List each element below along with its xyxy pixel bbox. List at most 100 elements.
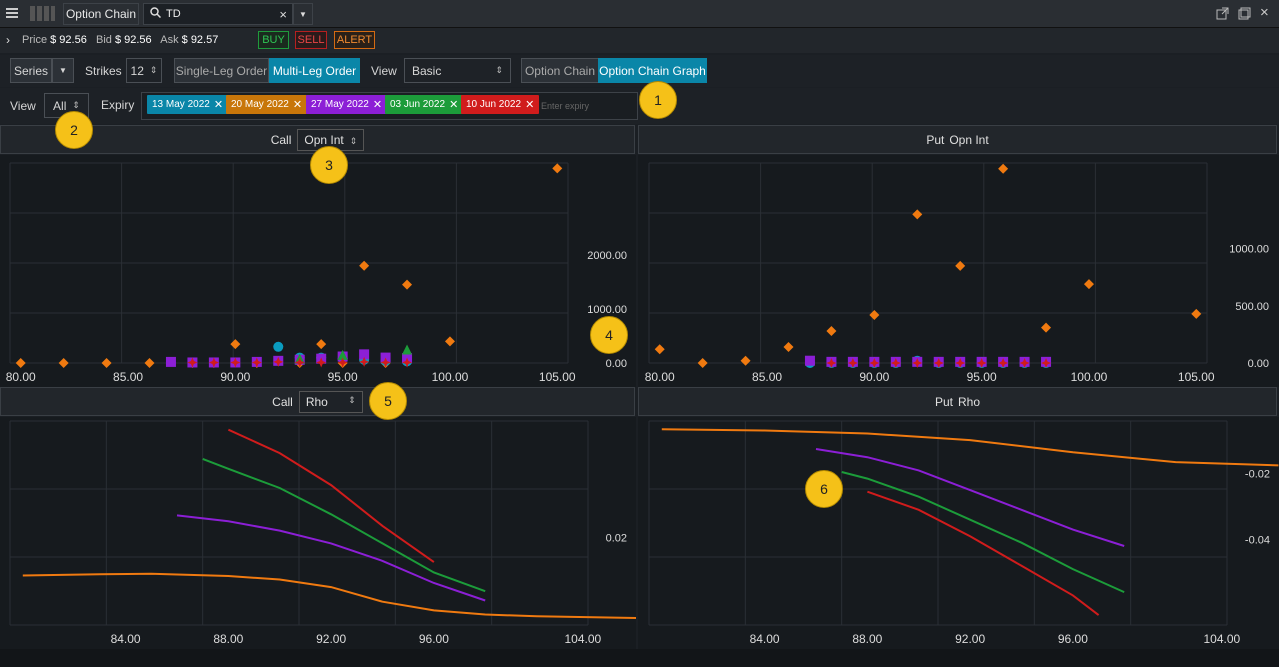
y-tick-label: 2000.00 <box>587 250 627 262</box>
data-point <box>273 341 284 352</box>
sell-button[interactable]: SELL <box>295 31 327 49</box>
search-icon <box>150 7 162 21</box>
data-point <box>359 349 370 360</box>
expiry-chip[interactable]: 13 May 2022 ✕ <box>147 95 229 114</box>
series-dropdown-button[interactable]: ▼ <box>52 58 74 83</box>
x-tick-label: 84.00 <box>111 632 141 646</box>
data-point <box>402 344 413 355</box>
panel-header-put-opn-int: Put Opn Int <box>638 125 1277 154</box>
expiry-chip[interactable]: 10 Jun 2022 ✕ <box>461 95 540 114</box>
callout-badge: 1 <box>639 81 677 119</box>
data-point <box>251 357 262 368</box>
expiry-input[interactable]: Enter expiry <box>541 101 590 111</box>
data-point <box>955 358 966 368</box>
strikes-stepper[interactable]: 12 ⇕ <box>126 58 162 83</box>
chevron-right-icon[interactable]: › <box>6 33 10 47</box>
bottom-strip <box>0 649 1279 667</box>
x-tick-label: 88.00 <box>852 632 882 646</box>
data-point <box>316 357 327 368</box>
metric-select-value: Rho <box>305 394 328 409</box>
data-point <box>912 358 923 368</box>
metric-select[interactable]: Rho ⇕ <box>298 390 363 413</box>
series-line <box>841 471 1125 594</box>
updown-arrow-icon: ⇕ <box>349 135 358 146</box>
data-point <box>359 356 370 367</box>
remove-chip-icon[interactable]: ✕ <box>372 99 383 111</box>
x-tick-label: 96.00 <box>419 632 449 646</box>
option-chain-graph-button[interactable]: Option Chain Graph <box>598 58 707 83</box>
ask-label: Ask <box>160 34 179 46</box>
price-info: Price $ 92.56 Bid $ 92.56 Ask $ 92.57 <box>22 34 218 46</box>
data-point <box>1041 322 1052 333</box>
remove-chip-icon[interactable]: ✕ <box>213 99 224 111</box>
single-leg-order-button[interactable]: Single-Leg Order <box>174 58 269 83</box>
strikes-value: 12 <box>130 63 144 78</box>
symbol-search-box[interactable]: TD × <box>143 3 293 25</box>
ask-value: $ 92.57 <box>181 34 219 46</box>
view-select[interactable]: Basic ⇕ <box>404 58 511 83</box>
updown-arrow-icon: ⇕ <box>348 394 356 405</box>
expiry-chip-label: 10 Jun 2022 <box>466 99 522 110</box>
series-line <box>661 428 1279 467</box>
expiry-chip[interactable]: 03 Jun 2022 ✕ <box>385 95 464 114</box>
data-point <box>208 357 219 368</box>
view-all-label: View <box>10 99 36 113</box>
chart-panel-put-opn-int: 80.00 85.00 90.00 95.00 100.00 105.00 0.00 500.… <box>638 155 1279 387</box>
series-line <box>202 457 486 593</box>
y-tick-label: 1000.00 <box>1229 244 1269 256</box>
data-point <box>294 357 305 368</box>
updown-arrow-icon: ⇕ <box>149 65 158 75</box>
panel-side-label: Put <box>926 132 945 147</box>
remove-chip-icon[interactable]: ✕ <box>525 99 535 111</box>
data-point <box>804 355 815 366</box>
data-point <box>402 279 413 290</box>
x-tick-label: 105.00 <box>539 370 576 384</box>
panel-side-label: Call <box>270 132 292 147</box>
remove-chip-icon[interactable]: ✕ <box>449 99 459 111</box>
data-point <box>144 358 155 368</box>
x-tick-label: 85.00 <box>113 370 143 384</box>
clear-icon[interactable]: × <box>279 6 287 22</box>
expiry-chip[interactable]: 27 May 2022 ✕ <box>306 95 388 114</box>
x-tick-label: 88.00 <box>213 632 243 646</box>
buy-button[interactable]: BUY <box>258 31 289 49</box>
search-dropdown-button[interactable]: ▼ <box>293 3 313 25</box>
x-tick-label: 85.00 <box>752 370 782 384</box>
maximize-icon[interactable] <box>1238 7 1251 20</box>
menu-icon[interactable] <box>5 6 19 20</box>
option-chain-button[interactable]: Option Chain <box>521 58 599 83</box>
data-point <box>402 357 413 368</box>
y-tick-label: -0.04 <box>1245 534 1270 546</box>
series-line <box>176 514 486 602</box>
metric-select[interactable]: Opn Int ⇕ <box>297 128 365 151</box>
price-bar: › Price $ 92.56 Bid $ 92.56 Ask $ 92.57 … <box>0 28 1279 53</box>
callout-badge: 2 <box>55 111 93 149</box>
remove-chip-icon[interactable]: ✕ <box>292 99 303 111</box>
data-point <box>58 358 69 368</box>
price-label: Price <box>22 34 48 46</box>
series-button[interactable]: Series <box>10 58 52 83</box>
data-point <box>101 358 112 368</box>
data-point <box>654 344 665 355</box>
data-point <box>933 358 944 368</box>
data-point <box>890 358 901 368</box>
close-window-icon[interactable]: × <box>1260 4 1269 21</box>
alert-button[interactable]: ALERT <box>334 31 375 49</box>
data-point <box>976 358 987 368</box>
search-input[interactable]: TD <box>166 8 181 20</box>
popout-icon[interactable] <box>1216 7 1229 20</box>
grid-layout-icon[interactable] <box>28 5 56 22</box>
series-line <box>867 490 1100 616</box>
data-point <box>15 358 26 368</box>
expiry-chip[interactable]: 20 May 2022 ✕ <box>226 95 308 114</box>
data-point <box>869 310 880 320</box>
data-point <box>998 163 1009 174</box>
call-opn-int-chart: 80.00 85.00 90.00 95.00 100.00 105.00 0.00 1000… <box>6 162 627 384</box>
title-bar: Option Chain TD × ▼ × <box>0 0 1279 28</box>
bid-label: Bid <box>96 34 112 46</box>
data-point <box>847 358 858 368</box>
x-tick-label: 100.00 <box>1071 370 1108 384</box>
put-opn-int-chart: 80.00 85.00 90.00 95.00 100.00 105.00 0.00 500.… <box>645 162 1269 384</box>
data-point <box>869 358 880 368</box>
multi-leg-order-button[interactable]: Multi-Leg Order <box>269 58 360 83</box>
